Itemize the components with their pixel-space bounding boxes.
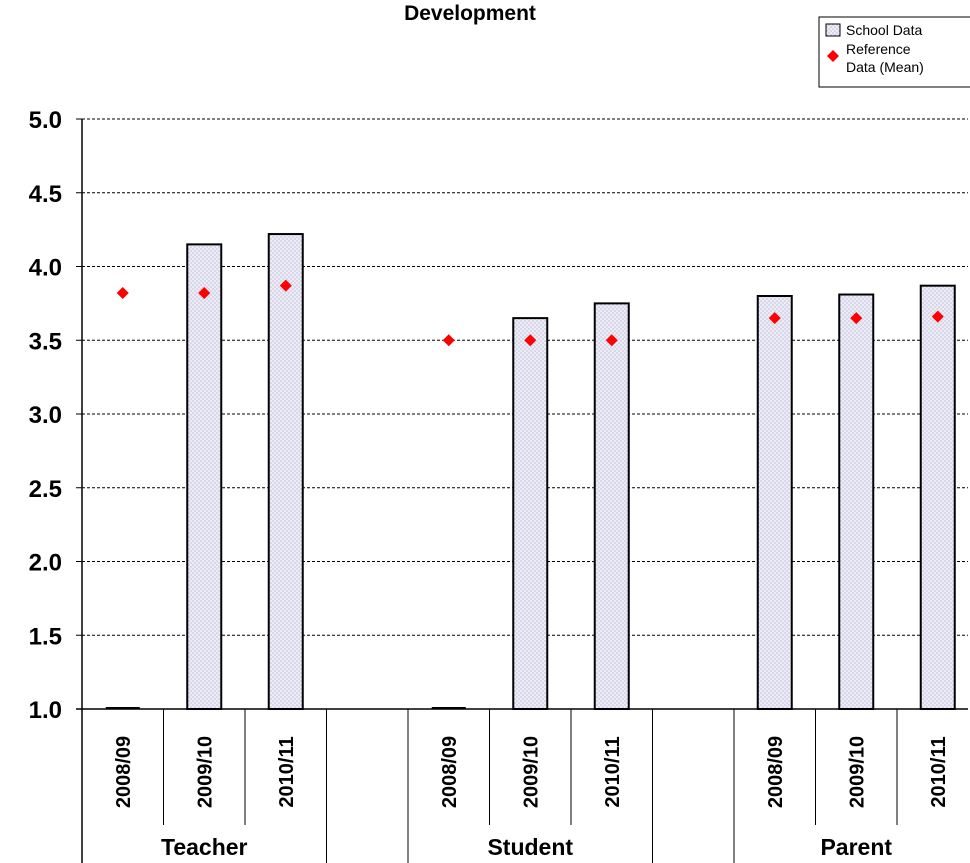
reference-marker — [605, 334, 618, 347]
category-label: 2009/10 — [194, 736, 216, 808]
category-label: 2010/11 — [602, 736, 624, 807]
legend-swatch-school — [825, 23, 841, 37]
category-label: 2008/09 — [439, 736, 461, 808]
axes — [76, 118, 968, 863]
legend-marker-reference — [827, 50, 839, 62]
category-label: 2009/10 — [846, 736, 868, 808]
y-tick-label: 4.0 — [29, 255, 62, 282]
y-tick-label: 1.5 — [29, 623, 62, 650]
bar — [919, 284, 956, 710]
chart-title: Development — [404, 2, 536, 25]
reference-marker — [850, 312, 863, 325]
bar — [756, 295, 793, 710]
legend-box — [818, 16, 970, 88]
reference-marker — [768, 312, 781, 325]
reference-marker — [279, 279, 292, 292]
x-axis-category-labels: 2008/09 2009/10 2010/11 2008/09 2009/10 2010/… — [113, 736, 950, 808]
y-tick-label: 5.0 — [29, 107, 62, 134]
reference-markers — [116, 279, 944, 347]
bar — [512, 317, 549, 710]
y-tick-label: 1.0 — [29, 697, 62, 724]
bar — [593, 302, 630, 710]
y-axis-tick-labels: 1.0 1.5 2.0 2.5 3.0 3.5 4.0 4.5 5.0 — [29, 107, 62, 724]
legend-label-school: School Data — [846, 22, 922, 38]
bar — [186, 243, 223, 710]
group-label: Student — [487, 834, 573, 860]
category-label: 2008/09 — [113, 736, 135, 808]
bar — [838, 293, 875, 710]
reference-marker — [524, 334, 537, 347]
legend-label-reference-line2: Data (Mean) — [846, 59, 924, 75]
y-tick-label: 3.5 — [29, 328, 62, 355]
category-label: 2010/11 — [928, 736, 950, 807]
reference-marker — [931, 310, 944, 323]
bars — [105, 233, 956, 711]
y-tick-label: 2.5 — [29, 476, 62, 503]
y-tick-label: 3.0 — [29, 402, 62, 429]
group-label: Parent — [820, 834, 892, 860]
reference-marker — [442, 334, 455, 347]
bar — [267, 233, 304, 711]
y-tick-label: 2.0 — [29, 550, 62, 577]
reference-marker — [198, 287, 211, 300]
x-axis-group-labels: Teacher Student Parent — [161, 834, 892, 860]
category-label: 2008/09 — [765, 736, 787, 808]
legend-label-reference-line1: Reference — [846, 41, 911, 57]
group-label: Teacher — [161, 834, 248, 860]
category-label: 2010/11 — [276, 736, 298, 807]
reference-marker — [116, 287, 129, 300]
category-label: 2009/10 — [520, 736, 542, 808]
legend: School Data Reference Data (Mean) — [818, 16, 970, 88]
y-tick-label: 4.5 — [29, 181, 62, 208]
